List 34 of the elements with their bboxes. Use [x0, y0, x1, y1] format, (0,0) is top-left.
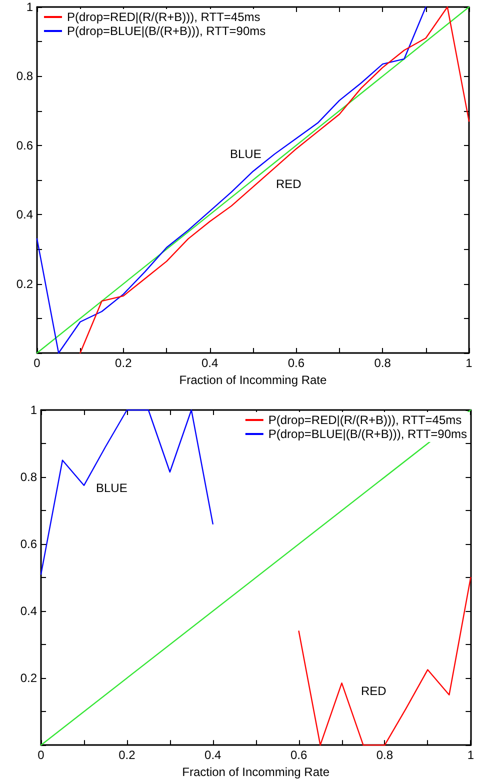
annotation: BLUE	[230, 147, 262, 161]
annotation: BLUE	[96, 481, 128, 495]
x-tick-label: 0	[38, 748, 45, 762]
y-tick-label: 1	[30, 403, 38, 417]
y-tick-label: 0.4	[20, 604, 38, 618]
annotation: RED	[361, 684, 387, 698]
x-tick-label: 0.6	[290, 748, 308, 762]
y-tick-label: 0.2	[20, 671, 38, 686]
x-axis-title: Fraction of Incomming Rate	[179, 372, 328, 387]
y-tick-label: 0.8	[20, 470, 38, 484]
legend-label: P(drop=RED|(R/(R+B))), RTT=45ms	[67, 10, 260, 24]
y-tick-label: 0.8	[16, 69, 34, 84]
y-tick-label: 0.2	[16, 276, 34, 291]
annotation: RED	[276, 177, 302, 191]
line-series	[40, 409, 214, 575]
legend-label: P(drop=RED|(R/(R+B))), RTT=45ms	[268, 413, 462, 427]
y-tick-label: 0.6	[20, 537, 38, 552]
x-tick-label: 0.6	[288, 356, 305, 370]
x-tick-label: 0.2	[118, 748, 136, 762]
x-tick-label: 0.8	[376, 748, 394, 762]
x-tick-label: 0.4	[204, 748, 222, 762]
y-tick-label: 0.4	[16, 208, 34, 222]
x-tick-label: 0	[34, 356, 41, 370]
x-axis-title: Fraction of Incomming Rate	[182, 765, 330, 779]
x-tick-label: 0.8	[374, 356, 392, 370]
line-series	[298, 576, 472, 746]
x-tick-label: 1	[466, 356, 473, 370]
legend-label: P(drop=BLUE|(B/(R+B))), RTT=90ms	[67, 24, 266, 38]
y-tick-label: 0.6	[16, 138, 34, 152]
x-tick-label: 0.2	[115, 356, 132, 370]
y-tick-label: 1	[26, 0, 34, 14]
x-tick-label: 1	[467, 748, 474, 762]
legend-label: P(drop=BLUE|(B/(R+B))), RTT=90ms	[268, 427, 468, 441]
x-tick-label: 0.4	[201, 356, 218, 370]
